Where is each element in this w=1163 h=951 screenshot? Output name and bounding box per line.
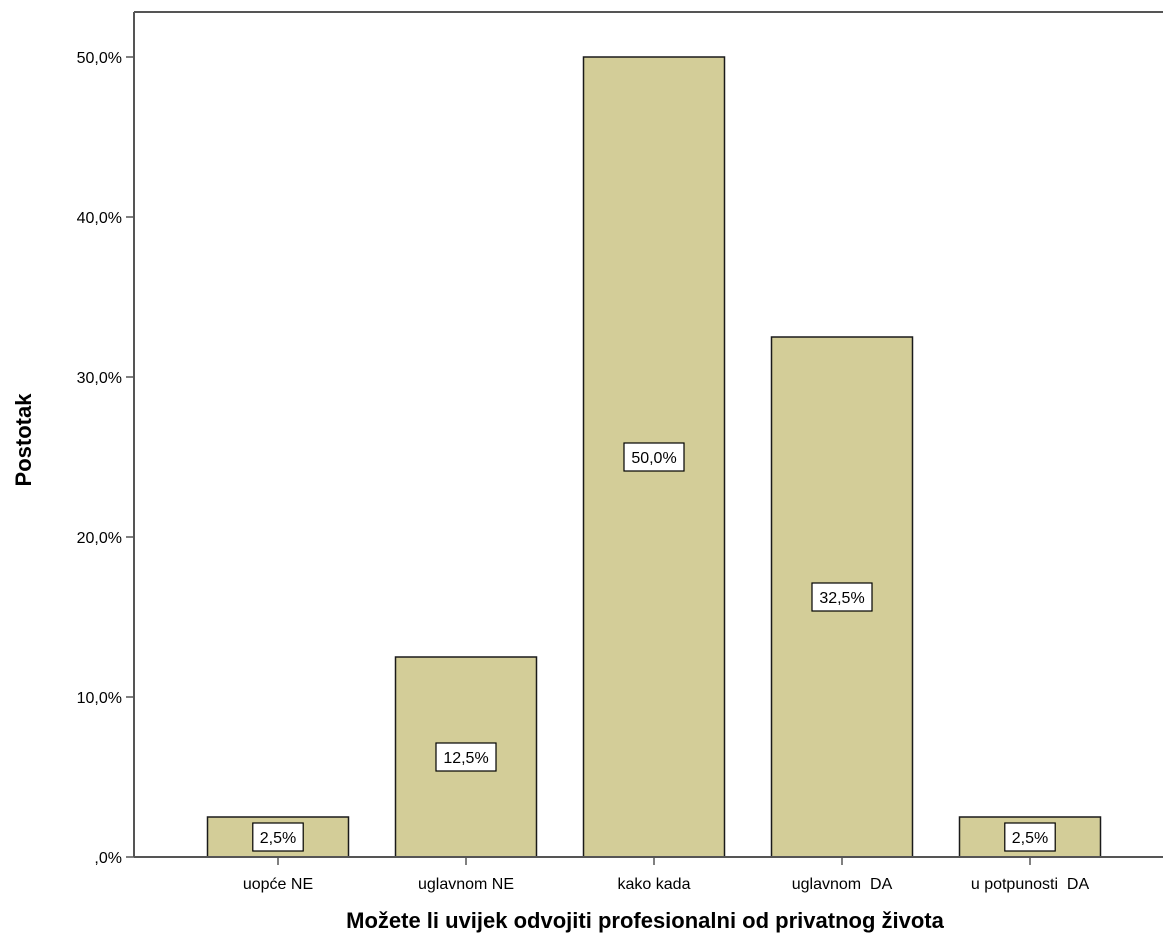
- x-category-label-3: kako kada: [618, 876, 691, 893]
- x-category-label-5: u potpunosti DA: [971, 876, 1090, 893]
- plot-frame: [133, 11, 1163, 857]
- x-category-label-1: uopće NE: [243, 876, 313, 893]
- data-label-2: 12,5%: [443, 750, 488, 767]
- y-tick-label-0: ,0%: [94, 850, 122, 867]
- data-labels: 2,5% 12,5% 50,0% 32,5% 2,5%: [252, 442, 1056, 852]
- data-label-box-4: [811, 582, 873, 612]
- y-tick-label-5: 50,0%: [77, 50, 122, 67]
- x-axis: uopće NE uglavnom NE kako kada uglavnom DA u…: [134, 856, 1163, 893]
- data-label-box-5: [1004, 822, 1056, 852]
- y-tick-label-1: 10,0%: [77, 690, 122, 707]
- data-label-5: 2,5%: [1012, 830, 1048, 847]
- y-axis-title: Postotak: [11, 393, 36, 487]
- x-category-label-2: uglavnom NE: [418, 876, 514, 893]
- data-label-3: 50,0%: [631, 450, 676, 467]
- x-category-label-4: uglavnom DA: [792, 876, 893, 893]
- data-label-1: 2,5%: [260, 830, 296, 847]
- y-axis: ,0% 10,0% 20,0% 30,0% 40,0% 50,0%: [77, 50, 134, 867]
- data-label-box-2: [435, 742, 497, 772]
- x-axis-title: Možete li uvijek odvojiti profesionalni …: [346, 908, 944, 933]
- y-tick-label-2: 20,0%: [77, 530, 122, 547]
- y-tick-label-4: 40,0%: [77, 210, 122, 227]
- data-label-4: 32,5%: [819, 590, 864, 607]
- data-label-box-3: [623, 442, 685, 472]
- data-label-box-1: [252, 822, 304, 852]
- y-tick-label-3: 30,0%: [77, 370, 122, 387]
